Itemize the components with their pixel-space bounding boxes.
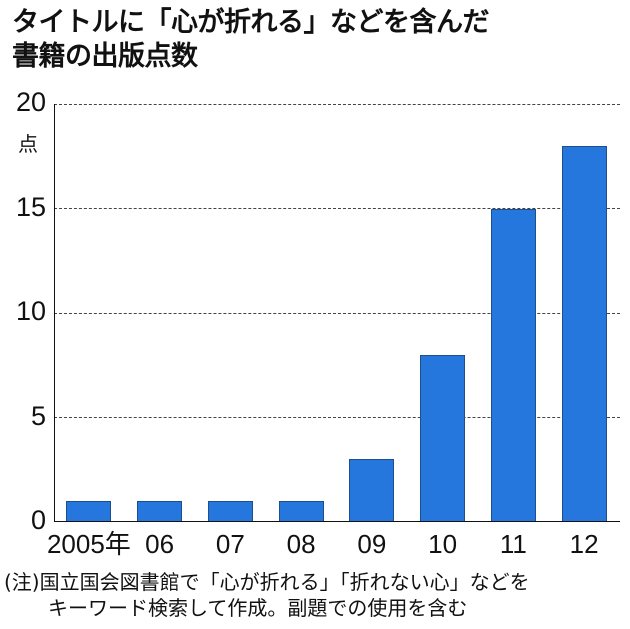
gridline-10	[54, 312, 620, 314]
x-tick-label: 11	[499, 529, 527, 559]
bar-2005年	[66, 501, 112, 522]
bar-10	[420, 354, 466, 522]
gridline-15	[54, 208, 620, 209]
y-tick-label: 15	[15, 191, 46, 222]
y-tick-label: 10	[15, 296, 46, 326]
y-tick-label: 0	[30, 505, 46, 535]
x-tick-label: 09	[357, 529, 387, 559]
bar-12	[561, 145, 607, 522]
x-axis-line	[54, 521, 620, 522]
gridline-20	[54, 103, 620, 105]
y-axis-unit: 点	[18, 132, 38, 156]
x-tick-label: 12	[569, 529, 599, 559]
y-tick-label: 5	[30, 400, 46, 431]
bar-06	[137, 501, 183, 522]
x-tick-label: 2005年	[46, 529, 131, 559]
x-tick-label: 06	[145, 529, 175, 559]
bar-11	[490, 208, 536, 522]
bar-07	[207, 501, 253, 522]
footnote-line1: (注)国立国会図書館で「心が折れる」「折れない心」などを	[4, 570, 530, 594]
x-tick-label: 08	[286, 529, 316, 559]
gridline-5	[54, 417, 620, 418]
bar-09	[349, 459, 395, 522]
footnote-line2: キーワード検索して作成。副題での使用を含む	[48, 596, 468, 620]
bar-08	[278, 501, 324, 522]
y-tick-label: 20	[15, 87, 46, 117]
x-tick-label: 10	[428, 529, 458, 559]
chart-title-line1: タイトルに「心が折れる」などを含んだ	[12, 7, 490, 38]
x-tick-label: 07	[215, 529, 245, 559]
y-axis-line	[54, 104, 55, 522]
chart-title-line2: 書籍の出版点数	[12, 41, 198, 72]
